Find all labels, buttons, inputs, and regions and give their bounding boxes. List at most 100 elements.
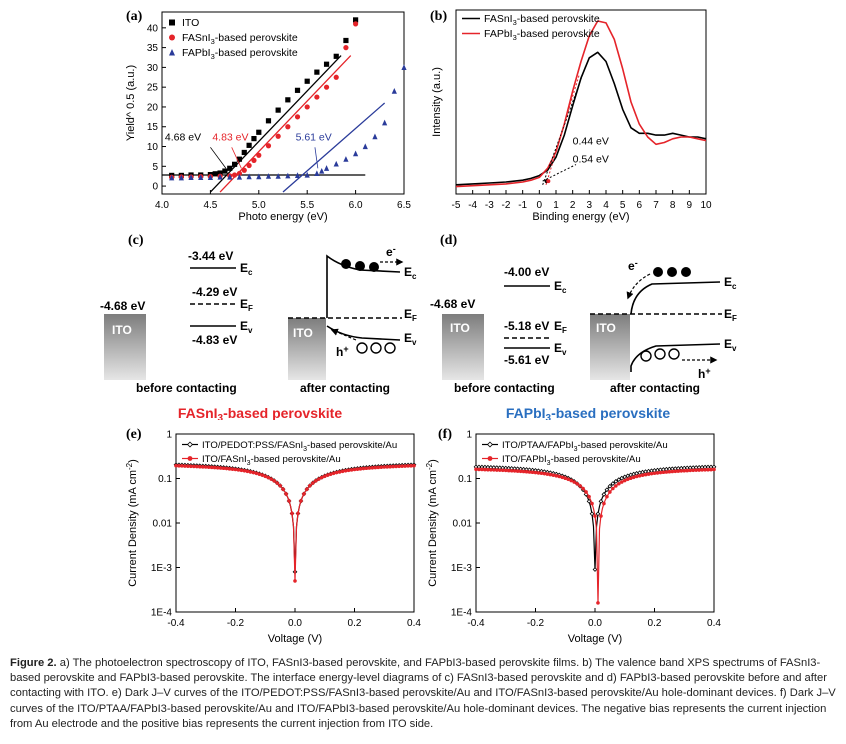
annotation-onset: 0.54 eV — [573, 154, 609, 166]
ev-symbol-after: Ev — [724, 337, 737, 353]
data-point — [333, 53, 339, 59]
data-point — [595, 511, 601, 517]
data-point — [331, 471, 336, 476]
data-point — [251, 136, 257, 142]
legend-marker — [487, 456, 493, 461]
data-point — [601, 492, 607, 497]
data-point — [323, 84, 330, 90]
electron-dot — [355, 261, 365, 271]
data-point — [242, 468, 247, 473]
caption-label: Figure 2. — [10, 657, 57, 669]
y-tick-label: 0.1 — [158, 474, 172, 485]
x-tick-label: 5.5 — [300, 200, 314, 211]
data-point — [372, 133, 378, 140]
legend-entry: ITO/PTAA/FAPbI3-based perovskite/Au — [502, 440, 668, 453]
data-point — [319, 167, 325, 174]
ec-value-before: -3.44 eV — [188, 249, 233, 263]
data-point — [263, 474, 268, 479]
x-tick-label: 1 — [553, 200, 559, 211]
data-point — [400, 464, 404, 468]
data-point — [353, 21, 359, 27]
ito-label-before: ITO — [450, 321, 470, 335]
data-point — [198, 174, 204, 180]
data-point — [379, 465, 384, 469]
data-point — [236, 156, 243, 162]
data-point — [227, 173, 233, 180]
data-point — [317, 477, 321, 481]
data-point — [575, 481, 579, 486]
data-point — [349, 468, 354, 472]
data-point — [260, 473, 265, 477]
data-point — [362, 143, 368, 150]
panel-b-ylabel: Intensity (a.u.) — [431, 67, 443, 137]
legend-entry: FAPbI3-based perovskite — [484, 28, 600, 42]
data-point — [241, 167, 247, 173]
legend-marker — [187, 456, 193, 461]
ito-label-before: ITO — [112, 323, 132, 337]
data-point — [304, 104, 310, 110]
data-point — [227, 165, 233, 171]
data-point — [385, 465, 390, 469]
ef-symbol-after: EF — [724, 307, 737, 323]
data-point — [256, 173, 262, 180]
data-point — [254, 471, 259, 476]
data-point — [661, 470, 666, 475]
ec-symbol-after: Ec — [724, 275, 737, 291]
data-point — [302, 492, 306, 496]
data-point — [697, 468, 701, 472]
data-point — [412, 463, 416, 468]
data-point — [215, 465, 220, 470]
ito-block-after — [288, 318, 326, 380]
data-point — [685, 468, 690, 473]
data-point — [548, 472, 553, 477]
panel-a-label: (a) — [126, 9, 143, 24]
y-tick-label: 1E-3 — [151, 563, 173, 574]
data-point — [278, 483, 282, 488]
x-tick-label: 4 — [603, 200, 609, 211]
data-point — [566, 477, 571, 482]
panel-f-ylabel: Current Density (mA cm-2) — [425, 459, 439, 587]
ev-band-after — [630, 343, 721, 372]
data-point — [613, 479, 619, 484]
data-point — [206, 465, 211, 469]
ito-label-after: ITO — [293, 326, 313, 340]
legend-entry: ITO/FASnI3-based perovskite/Au — [202, 454, 341, 467]
data-point — [530, 470, 535, 475]
y-tick-label: 5 — [152, 162, 158, 173]
series-line — [455, 20, 707, 188]
data-point — [203, 465, 208, 469]
after-contacting-label: after contacting — [610, 381, 700, 395]
ito-wf-before: -4.68 eV — [430, 297, 475, 311]
x-tick-label: 4.5 — [203, 200, 217, 211]
data-point — [617, 481, 621, 486]
data-point — [592, 567, 598, 572]
data-point — [346, 468, 351, 473]
y-tick-label: 0.1 — [458, 474, 472, 485]
data-point — [275, 173, 281, 179]
x-tick-label: 5.0 — [252, 200, 266, 211]
electron-label: e- — [386, 244, 396, 259]
data-point — [337, 470, 342, 474]
series-line — [455, 51, 707, 186]
data-point — [246, 173, 252, 180]
data-point — [509, 468, 514, 473]
hole-label: h+ — [336, 344, 349, 359]
data-point — [403, 464, 407, 468]
data-point — [285, 124, 291, 130]
data-point — [290, 511, 294, 516]
y-tick-label: 25 — [147, 83, 159, 94]
data-point — [343, 156, 349, 162]
electron-dot — [653, 267, 663, 277]
ev-value-before: -4.83 eV — [192, 333, 237, 347]
data-point — [391, 88, 397, 94]
x-tick-label: 6.5 — [397, 200, 411, 211]
data-point — [679, 469, 684, 473]
legend-marker — [187, 441, 193, 448]
data-point — [376, 465, 381, 470]
data-point — [703, 468, 707, 472]
panel-d-label: (d) — [440, 233, 457, 248]
legend-marker — [169, 19, 175, 26]
data-point — [527, 470, 532, 474]
x-tick-label: -4 — [468, 200, 477, 211]
electron-arrow — [626, 273, 651, 300]
